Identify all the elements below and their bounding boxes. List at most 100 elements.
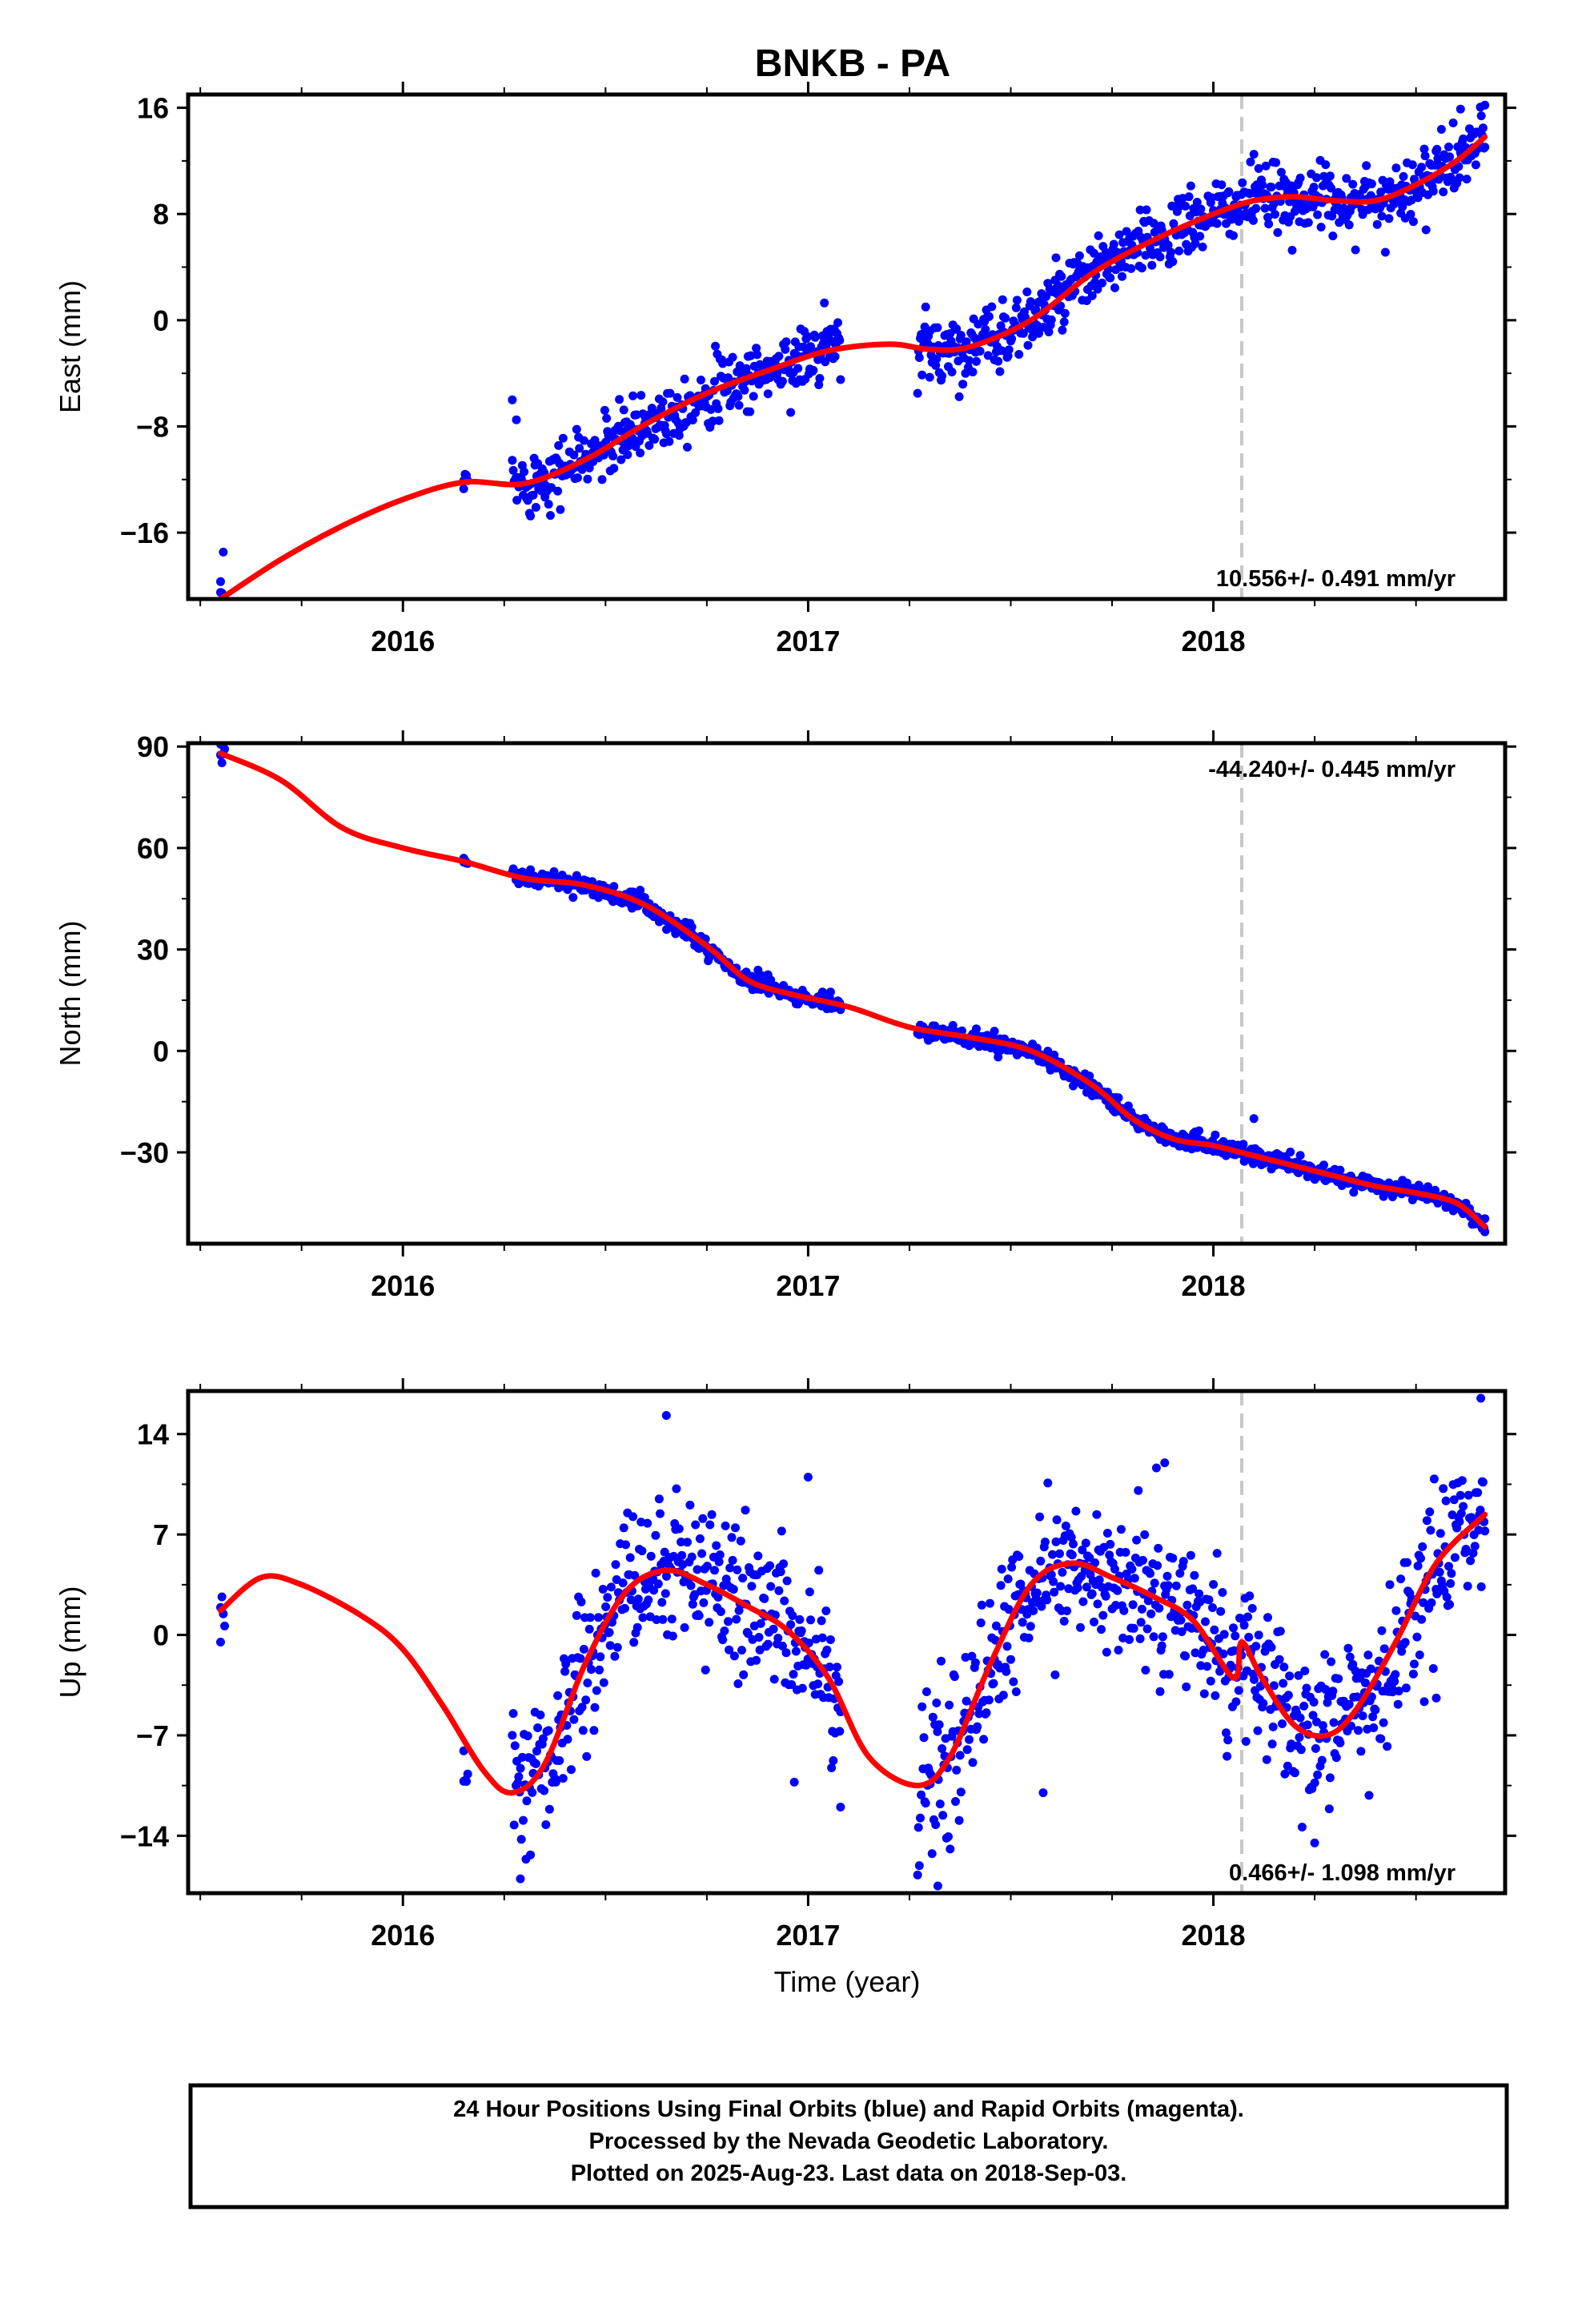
data-point (1135, 205, 1145, 215)
data-point (217, 1592, 227, 1602)
data-point (1283, 1761, 1292, 1771)
data-point (756, 1618, 765, 1628)
data-point (822, 1645, 832, 1655)
data-point (705, 1618, 714, 1627)
data-point (532, 1747, 541, 1756)
data-point (702, 1562, 712, 1571)
data-point (938, 1811, 948, 1820)
data-point (1184, 192, 1194, 202)
data-point (781, 1648, 791, 1658)
data-point (958, 380, 968, 389)
data-point (1310, 1778, 1319, 1787)
data-point (661, 1411, 671, 1420)
data-point (975, 347, 985, 356)
data-point (592, 1686, 601, 1695)
data-point (791, 1647, 801, 1656)
data-point (1309, 183, 1319, 192)
data-point (1273, 227, 1283, 237)
data-point (1449, 1495, 1459, 1505)
data-point (836, 375, 845, 384)
data-point (1379, 1718, 1388, 1727)
data-point (1239, 1620, 1249, 1630)
data-point (773, 1634, 783, 1642)
data-point (829, 1756, 838, 1765)
data-point (754, 1633, 764, 1642)
data-point (1428, 1664, 1438, 1673)
data-point (601, 1602, 611, 1611)
data-point (1078, 1597, 1088, 1606)
data-point (749, 392, 758, 401)
data-point (1478, 1478, 1488, 1487)
up-panel: −14 −7 0 7 14 2016 2017 2018 Up (mm) 0.466+/- 1.0… (54, 1378, 1516, 1952)
data-point (576, 1654, 585, 1663)
data-point (632, 1622, 642, 1632)
data-point (1391, 1670, 1400, 1679)
data-point (597, 475, 607, 485)
data-point (1258, 180, 1267, 190)
data-point (1085, 1072, 1094, 1081)
data-point (1416, 1554, 1425, 1563)
data-point (1026, 1622, 1035, 1631)
data-point (658, 1614, 668, 1624)
data-point (514, 1772, 524, 1782)
data-point (688, 1599, 697, 1609)
data-point (833, 318, 842, 328)
data-point (1181, 201, 1191, 211)
data-point (508, 395, 517, 404)
data-point (729, 1651, 739, 1661)
data-point (1473, 1488, 1483, 1498)
x-tick-label: 2016 (371, 625, 435, 657)
data-point (965, 356, 974, 365)
data-point (547, 483, 556, 493)
data-point (1102, 1529, 1112, 1538)
data-point (1087, 1589, 1097, 1598)
data-point (1448, 119, 1458, 127)
data-point (1171, 1581, 1181, 1590)
data-point (619, 405, 628, 415)
data-point (1239, 1140, 1248, 1149)
data-point (1313, 210, 1323, 219)
data-point (620, 1603, 629, 1613)
data-point (809, 365, 818, 375)
data-point (1464, 1490, 1473, 1500)
data-point (1090, 1617, 1098, 1626)
data-point (220, 602, 229, 611)
data-point (973, 1722, 982, 1731)
data-point (560, 1667, 570, 1676)
data-point (917, 370, 927, 380)
fit-curve (218, 1511, 1488, 1796)
data-point (734, 1606, 744, 1615)
data-point (556, 505, 565, 514)
data-point (934, 1720, 944, 1730)
chart-title: BNKB - PA (755, 42, 950, 85)
data-point (938, 1744, 947, 1753)
data-point (1267, 183, 1276, 192)
data-point (602, 413, 612, 423)
data-point (1278, 1719, 1287, 1728)
data-point (1090, 1558, 1100, 1567)
data-point (1439, 1484, 1448, 1494)
data-point (962, 337, 971, 347)
data-point (1090, 278, 1100, 287)
data-point (777, 1641, 787, 1651)
data-point (621, 1540, 630, 1550)
data-point (797, 1683, 807, 1693)
data-point (997, 1564, 1006, 1574)
data-point (725, 1645, 734, 1655)
data-point (956, 1787, 966, 1797)
data-point (1335, 1165, 1345, 1175)
data-point (1376, 1734, 1386, 1743)
data-point (1024, 1633, 1034, 1642)
data-point (528, 1787, 537, 1797)
data-point (921, 1687, 931, 1696)
east-panel: −16 −8 0 8 16 2016 2017 2018 East (mm) 10.556+/- … (54, 82, 1516, 657)
data-points (216, 100, 1490, 611)
data-point (1231, 1631, 1240, 1641)
data-point (699, 1598, 709, 1607)
data-point (1400, 1638, 1410, 1647)
data-point (1195, 1589, 1204, 1598)
data-point (1149, 1632, 1158, 1642)
data-point (813, 1679, 823, 1689)
data-point (721, 1521, 730, 1530)
data-point (1254, 163, 1263, 173)
